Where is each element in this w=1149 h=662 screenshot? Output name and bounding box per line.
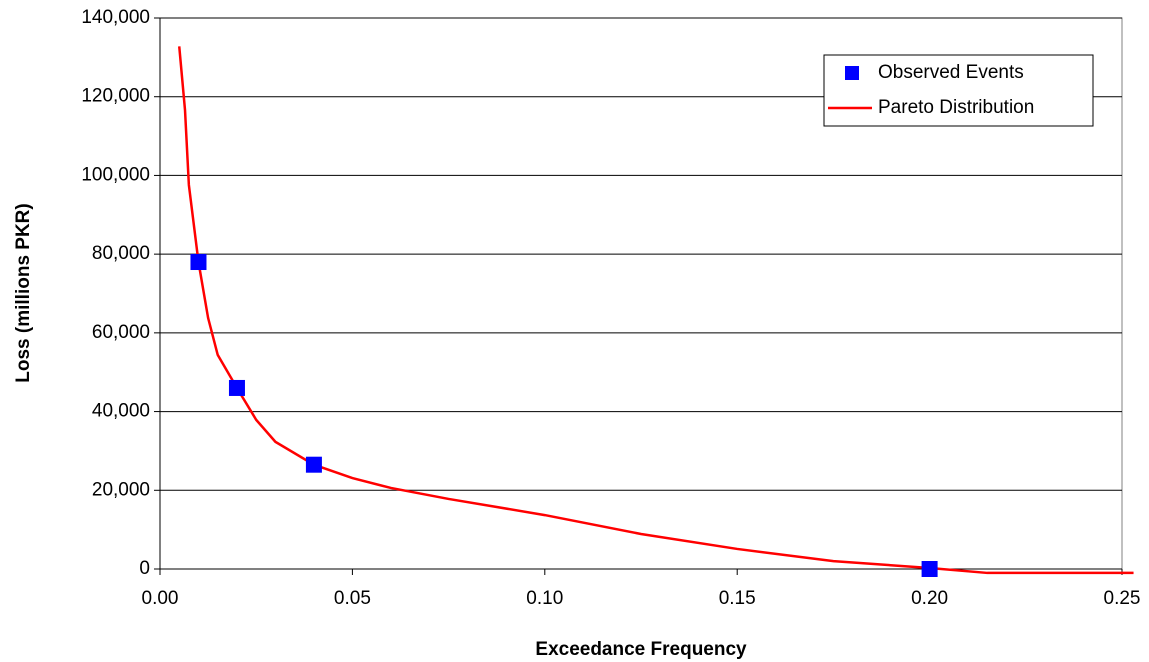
y-tick-label: 100,000: [81, 164, 150, 185]
legend-label: Pareto Distribution: [878, 97, 1034, 118]
x-axis-title: Exceedance Frequency: [535, 639, 747, 660]
legend-marker: [845, 66, 859, 80]
y-axis-title: Loss (millions PKR): [13, 203, 34, 382]
pareto-line: [177, 46, 1134, 575]
x-tick-label: 0.05: [334, 588, 371, 609]
observed-marker: [921, 561, 938, 577]
y-tick-label: 60,000: [92, 322, 150, 343]
x-tick-label: 0.20: [911, 588, 948, 609]
legend-label: Observed Events: [878, 62, 1024, 83]
y-tick-label: 40,000: [92, 401, 150, 422]
observed-marker: [228, 379, 245, 396]
x-tick-label: 0.10: [526, 588, 563, 609]
observed-marker: [305, 456, 322, 473]
y-tick-label: 0: [139, 558, 150, 579]
y-tick-label: 140,000: [81, 7, 150, 28]
x-tick-label: 0.25: [1104, 588, 1141, 609]
y-tick-label: 20,000: [92, 479, 150, 500]
y-tick-label: 120,000: [81, 86, 150, 107]
legend-box: [823, 54, 1094, 127]
observed-marker: [190, 254, 207, 271]
y-tick-label: 80,000: [92, 243, 150, 264]
x-tick-label: 0.00: [142, 588, 179, 609]
x-tick-label: 0.15: [719, 588, 756, 609]
